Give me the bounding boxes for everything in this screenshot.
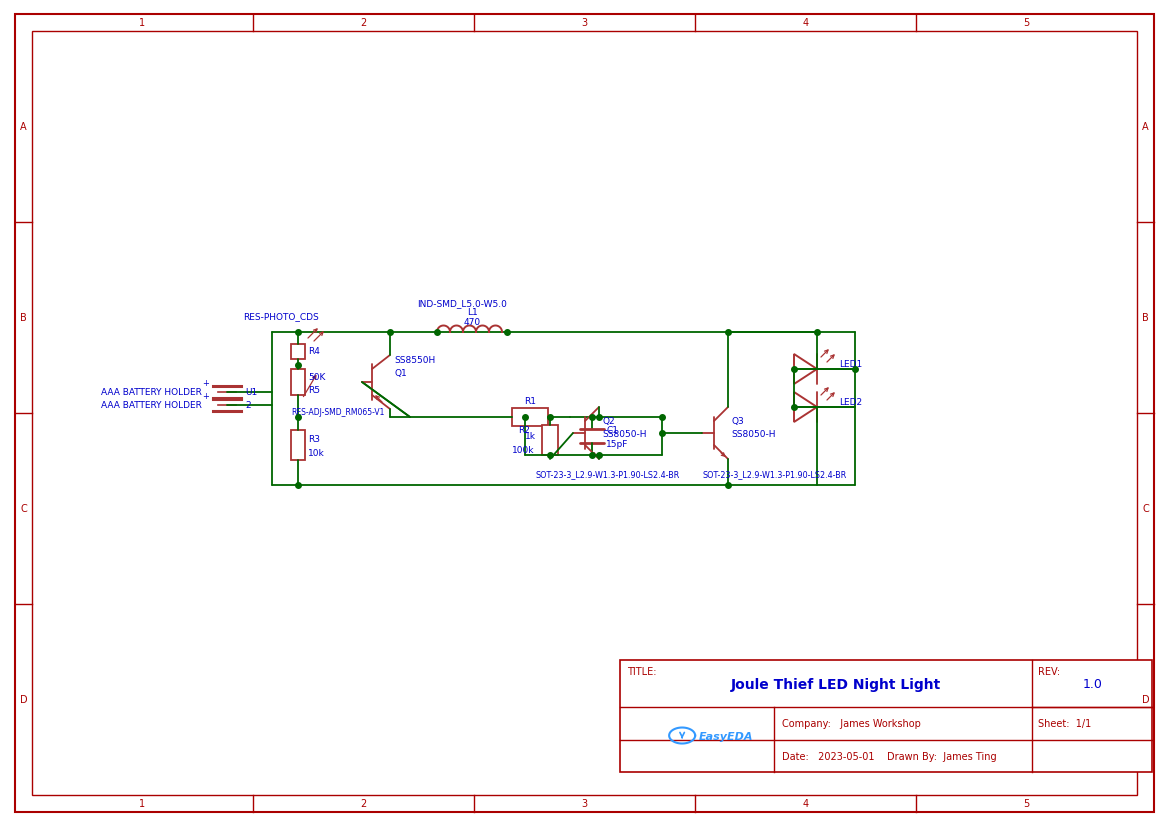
Text: REV:: REV:	[1038, 667, 1060, 676]
Bar	[291, 345, 305, 360]
Text: A: A	[1142, 122, 1149, 132]
Text: A: A	[20, 122, 27, 132]
Text: 4: 4	[802, 799, 809, 809]
Text: C1: C1	[606, 426, 618, 435]
Text: Q2: Q2	[602, 417, 615, 426]
Text: C: C	[20, 504, 27, 514]
Text: 10k: 10k	[307, 449, 325, 458]
Text: 2: 2	[245, 401, 250, 410]
Text: R1: R1	[524, 396, 537, 405]
Text: AAA BATTERY HOLDER: AAA BATTERY HOLDER	[102, 388, 202, 397]
Text: 1: 1	[139, 18, 146, 28]
Bar	[291, 370, 305, 395]
Text: 3: 3	[581, 799, 588, 809]
Text: 50K: 50K	[307, 373, 325, 382]
Text: R4: R4	[307, 347, 320, 356]
Text: AAA BATTERY HOLDER: AAA BATTERY HOLDER	[102, 401, 202, 410]
Text: RES-ADJ-SMD_RM065-V1: RES-ADJ-SMD_RM065-V1	[291, 408, 385, 417]
Text: D: D	[1142, 695, 1149, 705]
Text: Sheet:  1/1: Sheet: 1/1	[1038, 719, 1092, 729]
Bar	[542, 425, 558, 456]
Bar	[512, 409, 548, 427]
Text: 3: 3	[581, 18, 588, 28]
Text: SOT-23-3_L2.9-W1.3-P1.90-LS2.4-BR: SOT-23-3_L2.9-W1.3-P1.90-LS2.4-BR	[703, 470, 846, 479]
Text: B: B	[20, 313, 27, 323]
Text: Joule Thief LED Night Light: Joule Thief LED Night Light	[731, 676, 941, 691]
Text: +: +	[202, 392, 209, 401]
Text: SS8050-H: SS8050-H	[602, 430, 646, 439]
Text: TITLE:: TITLE:	[627, 667, 657, 676]
Text: +: +	[202, 379, 209, 388]
Text: LED2: LED2	[839, 398, 862, 407]
Text: 4: 4	[802, 18, 809, 28]
Text: IND-SMD_L5.0-W5.0: IND-SMD_L5.0-W5.0	[417, 299, 507, 308]
Polygon shape	[794, 355, 817, 385]
Text: L1: L1	[466, 308, 477, 317]
Text: 100k: 100k	[512, 446, 534, 455]
Text: EasyEDA: EasyEDA	[699, 730, 754, 741]
Text: Q1: Q1	[394, 369, 407, 378]
Polygon shape	[794, 393, 817, 423]
Bar	[291, 431, 305, 461]
Text: Q3: Q3	[731, 417, 743, 426]
Text: 5: 5	[1023, 799, 1030, 809]
Text: RES-PHOTO_CDS: RES-PHOTO_CDS	[243, 312, 319, 321]
Text: SOT-23-3_L2.9-W1.3-P1.90-LS2.4-BR: SOT-23-3_L2.9-W1.3-P1.90-LS2.4-BR	[535, 470, 679, 479]
Text: U1: U1	[245, 388, 257, 397]
Text: R5: R5	[307, 386, 320, 395]
Text: C: C	[1142, 504, 1149, 514]
Text: SS8550H: SS8550H	[394, 356, 435, 365]
Text: Date:   2023-05-01    Drawn By:  James Ting: Date: 2023-05-01 Drawn By: James Ting	[782, 751, 997, 761]
Bar	[620, 660, 1151, 772]
Text: 1.0: 1.0	[1082, 677, 1102, 691]
Text: 15pF: 15pF	[606, 440, 629, 449]
Text: R3: R3	[307, 435, 320, 444]
Text: R2: R2	[518, 426, 530, 435]
Text: 2: 2	[360, 799, 367, 809]
Text: LED1: LED1	[839, 360, 863, 369]
Text: 5: 5	[1023, 18, 1030, 28]
Text: 2: 2	[360, 18, 367, 28]
Text: D: D	[20, 695, 27, 705]
Text: 1k: 1k	[525, 432, 535, 441]
Text: 1: 1	[139, 799, 146, 809]
Text: Company:   James Workshop: Company: James Workshop	[782, 719, 921, 729]
Text: SS8050-H: SS8050-H	[731, 430, 775, 439]
Text: 470: 470	[463, 318, 480, 327]
Text: B: B	[1142, 313, 1149, 323]
